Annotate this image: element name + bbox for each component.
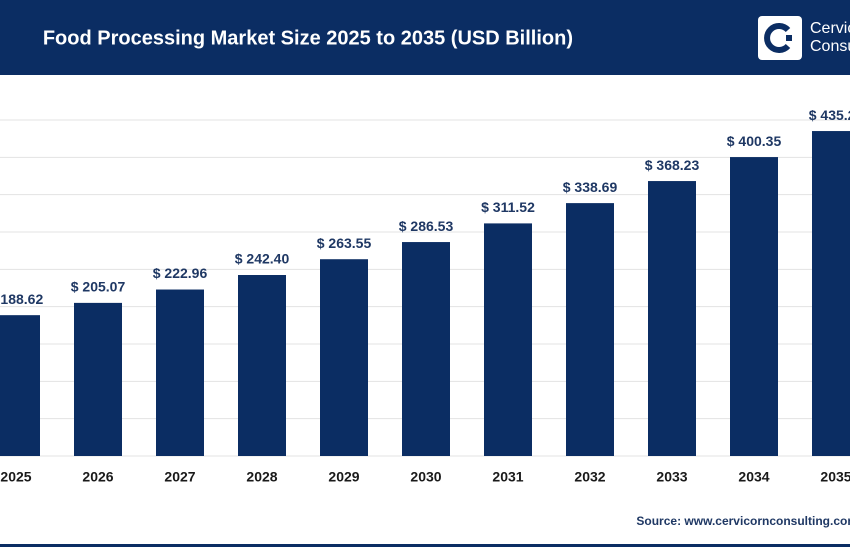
data-label: $ 400.35: [727, 133, 782, 149]
bar: [0, 315, 40, 456]
header-band: [0, 0, 850, 75]
x-tick-label: 2031: [492, 469, 523, 485]
footer-rule: [0, 544, 850, 547]
bar: [648, 181, 696, 456]
x-tick-label: 2029: [328, 469, 359, 485]
bar: [730, 157, 778, 456]
logo-mark: [764, 23, 791, 53]
data-label: $ 222.96: [153, 265, 208, 281]
logo-text: Cervicorn: [810, 20, 850, 37]
chart-title: Food Processing Market Size 2025 to 2035…: [43, 27, 573, 49]
bar: [566, 203, 614, 456]
data-label: $ 338.69: [563, 179, 618, 195]
bar: [156, 289, 204, 456]
data-label: $ 242.40: [235, 251, 290, 267]
x-tick-label: 2028: [246, 469, 277, 485]
bar: [238, 275, 286, 456]
x-tick-label: 2030: [410, 469, 441, 485]
x-tick-label: 2032: [574, 469, 605, 485]
bar: [484, 223, 532, 456]
data-label: $ 286.53: [399, 218, 454, 234]
x-tick-label: 2033: [656, 469, 687, 485]
data-label: $ 263.55: [317, 235, 372, 251]
bar: [402, 242, 450, 456]
x-tick-label: 2034: [738, 469, 769, 485]
bar: [812, 131, 850, 456]
data-label: $ 188.62: [0, 291, 43, 307]
data-label: $ 311.52: [481, 199, 535, 215]
source-note: Source: www.cervicornconsulting.com: [636, 514, 850, 528]
logo-dot: [786, 35, 792, 41]
x-tick-label: 2025: [0, 469, 31, 485]
x-tick-label: 2027: [164, 469, 195, 485]
logo-text: Consulting: [810, 38, 850, 55]
data-label: $ 368.23: [645, 157, 700, 173]
bar: [320, 259, 368, 456]
x-tick-label: 2026: [82, 469, 113, 485]
x-tick-label: 2035: [820, 469, 850, 485]
bar: [74, 302, 122, 456]
data-label: $ 435.20: [809, 107, 850, 123]
data-label: $ 205.07: [71, 279, 126, 295]
